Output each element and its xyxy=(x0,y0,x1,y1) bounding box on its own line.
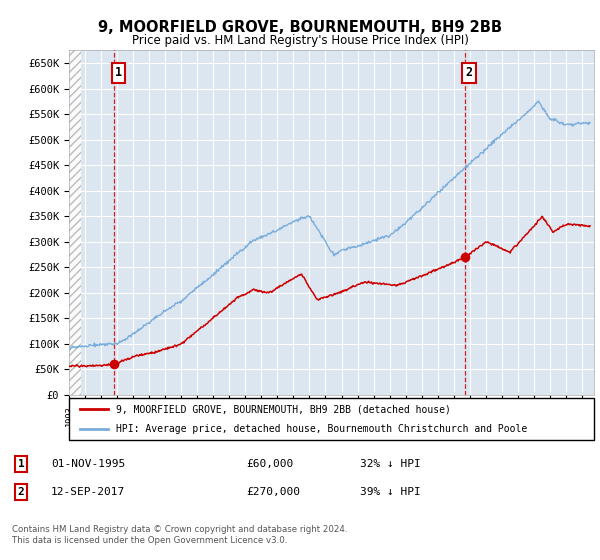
Text: 1: 1 xyxy=(115,66,122,80)
Text: 01-NOV-1995: 01-NOV-1995 xyxy=(51,459,125,469)
Text: 9, MOORFIELD GROVE, BOURNEMOUTH, BH9 2BB (detached house): 9, MOORFIELD GROVE, BOURNEMOUTH, BH9 2BB… xyxy=(116,404,451,414)
Text: HPI: Average price, detached house, Bournemouth Christchurch and Poole: HPI: Average price, detached house, Bour… xyxy=(116,424,527,434)
Text: Price paid vs. HM Land Registry's House Price Index (HPI): Price paid vs. HM Land Registry's House … xyxy=(131,34,469,46)
Text: 12-SEP-2017: 12-SEP-2017 xyxy=(51,487,125,497)
Text: £270,000: £270,000 xyxy=(246,487,300,497)
Text: 9, MOORFIELD GROVE, BOURNEMOUTH, BH9 2BB: 9, MOORFIELD GROVE, BOURNEMOUTH, BH9 2BB xyxy=(98,20,502,35)
Text: 39% ↓ HPI: 39% ↓ HPI xyxy=(360,487,421,497)
Text: 32% ↓ HPI: 32% ↓ HPI xyxy=(360,459,421,469)
FancyBboxPatch shape xyxy=(69,398,594,440)
Text: 2: 2 xyxy=(466,66,473,80)
Text: 1: 1 xyxy=(17,459,25,469)
Text: Contains HM Land Registry data © Crown copyright and database right 2024.
This d: Contains HM Land Registry data © Crown c… xyxy=(12,525,347,545)
Text: £60,000: £60,000 xyxy=(246,459,293,469)
Text: 2: 2 xyxy=(17,487,25,497)
Bar xyxy=(69,50,81,395)
